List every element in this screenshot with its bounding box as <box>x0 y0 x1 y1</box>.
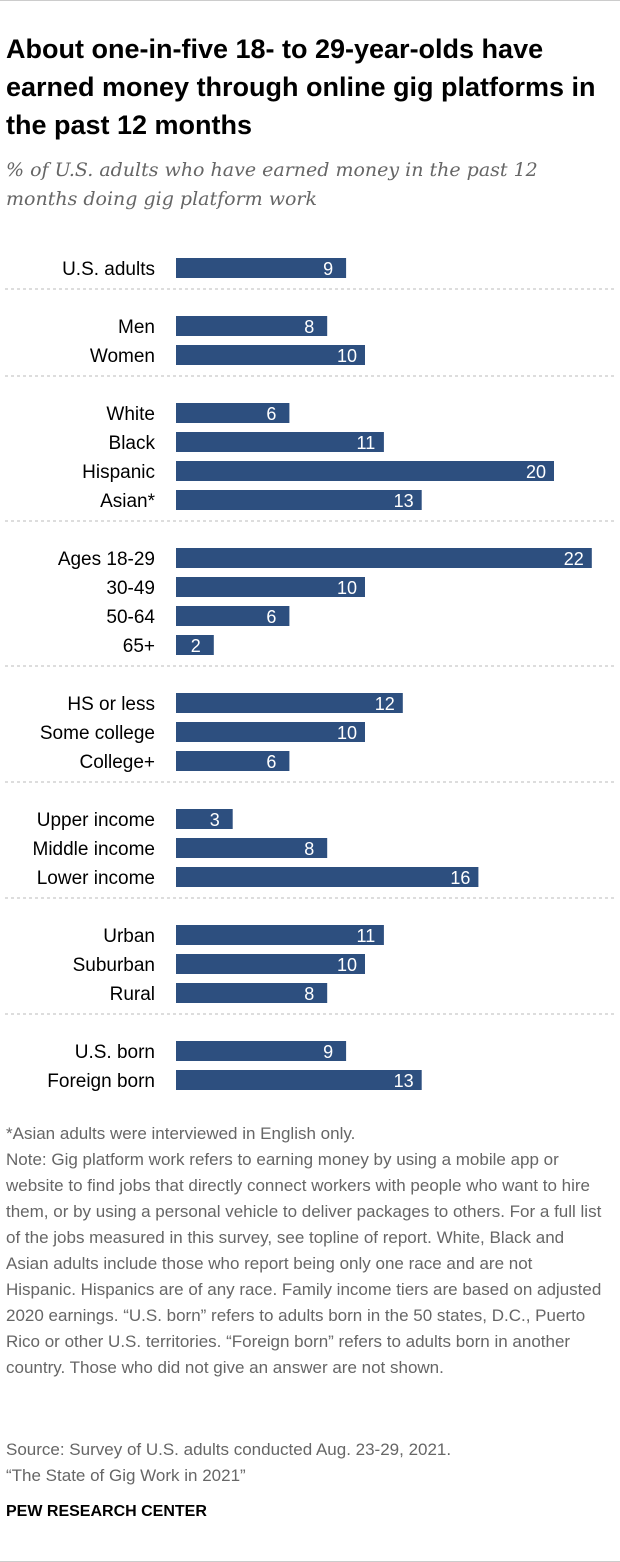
bar <box>176 954 365 974</box>
category-label: Urban <box>103 926 155 947</box>
category-label: Lower income <box>37 868 155 889</box>
value-label: 12 <box>375 694 395 714</box>
value-label: 8 <box>304 317 314 337</box>
value-label: 2 <box>191 636 201 656</box>
category-label: Some college <box>40 723 155 744</box>
category-label: Asian* <box>100 491 156 512</box>
bar <box>176 606 290 626</box>
bar <box>176 838 328 858</box>
value-label: 8 <box>304 984 314 1004</box>
value-label: 11 <box>357 433 376 453</box>
bar <box>176 1070 422 1090</box>
category-label: U.S. adults <box>62 259 155 280</box>
category-label: 50-64 <box>106 607 155 628</box>
value-label: 6 <box>266 752 276 772</box>
category-label: 30-49 <box>106 578 155 599</box>
category-label: HS or less <box>67 694 155 715</box>
chart-subtitle: % of U.S. adults who have earned money i… <box>6 159 538 210</box>
bar <box>176 635 214 655</box>
category-label: College+ <box>79 752 155 773</box>
value-label: 10 <box>337 578 357 598</box>
category-label: Middle income <box>33 839 156 860</box>
bar <box>176 548 592 568</box>
bar-chart: U.S. adults 9 Men 8 Women 10 White 6 Black 11 Hisp… <box>5 258 615 1092</box>
source-note: Source: Survey of U.S. adults conducted … <box>6 1440 452 1459</box>
bar <box>176 693 403 713</box>
bar <box>176 1041 347 1061</box>
bar <box>176 345 365 365</box>
brand-logo-text: PEW RESEARCH CENTER <box>6 1503 207 1520</box>
bar <box>176 490 422 510</box>
notes-block: *Asian adults were interviewed in Englis… <box>6 1121 606 1381</box>
category-label: Women <box>90 346 155 367</box>
top-rule <box>0 0 620 1</box>
bar <box>176 258 347 278</box>
value-label: 3 <box>210 810 220 830</box>
value-label: 10 <box>337 955 357 975</box>
bar <box>176 577 365 597</box>
chart-title: About one-in-five 18- to 29-year-olds ha… <box>6 34 596 140</box>
value-label: 16 <box>450 868 470 888</box>
value-label: 6 <box>266 404 276 424</box>
bar <box>176 461 554 481</box>
bar <box>176 403 290 423</box>
bar <box>176 751 290 771</box>
bar <box>176 722 365 742</box>
value-label: 20 <box>526 462 546 482</box>
bar <box>176 809 233 829</box>
category-label: Hispanic <box>82 462 155 483</box>
category-label: Black <box>109 433 156 454</box>
bar <box>176 867 479 887</box>
category-label: 65+ <box>123 636 155 657</box>
value-label: 11 <box>357 926 376 946</box>
value-label: 13 <box>394 491 414 511</box>
value-label: 10 <box>337 346 357 366</box>
bar <box>176 925 384 945</box>
category-label: Ages 18-29 <box>58 549 155 570</box>
category-label: Upper income <box>37 810 155 831</box>
bar <box>176 316 328 336</box>
value-label: 8 <box>304 839 314 859</box>
value-label: 9 <box>323 1042 333 1062</box>
methodology-note: Note: Gig platform work refers to earnin… <box>6 1150 602 1377</box>
category-label: Suburban <box>73 955 155 976</box>
bar <box>176 983 328 1003</box>
value-label: 22 <box>564 549 584 569</box>
value-label: 13 <box>394 1071 414 1091</box>
value-label: 9 <box>323 259 333 279</box>
value-label: 10 <box>337 723 357 743</box>
category-label: U.S. born <box>75 1042 155 1063</box>
bar <box>176 432 384 452</box>
category-label: Foreign born <box>47 1071 155 1092</box>
report-title: “The State of Gig Work in 2021” <box>6 1466 246 1485</box>
value-label: 6 <box>266 607 276 627</box>
category-label: White <box>106 404 155 425</box>
asian-footnote: *Asian adults were interviewed in Englis… <box>6 1124 356 1143</box>
category-label: Men <box>118 317 155 338</box>
category-label: Rural <box>110 984 155 1005</box>
